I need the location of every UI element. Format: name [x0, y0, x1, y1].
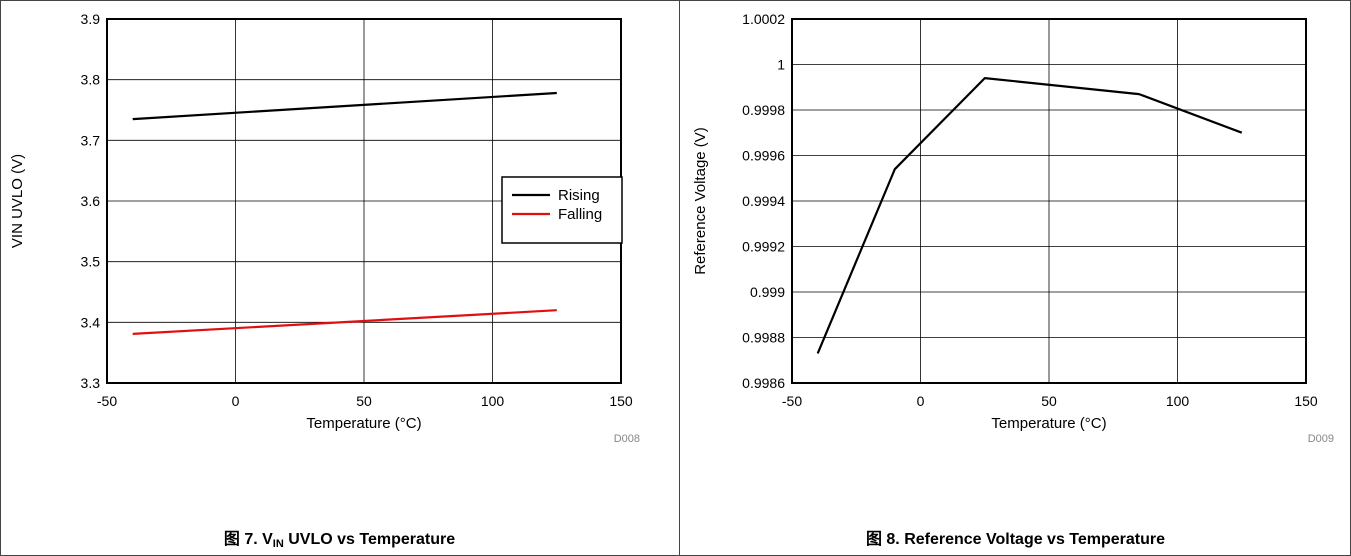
y-tick-label: 3.9 — [81, 11, 101, 27]
y-axis-label: Reference Voltage (V) — [692, 127, 709, 275]
x-tick-label: -50 — [782, 393, 802, 409]
y-axis-label: VIN UVLO (V) — [9, 154, 26, 248]
y-tick-label: 0.999 — [750, 284, 785, 300]
legend-box — [501, 176, 623, 244]
y-tick-label: 1.0002 — [742, 11, 785, 27]
legend-label: Falling — [558, 206, 602, 223]
y-tick-label: 0.9988 — [742, 330, 785, 346]
y-tick-label: 3.8 — [81, 72, 101, 88]
series-line-0 — [132, 91, 557, 121]
reference-voltage-chart: -50 0 50 100 150 0.9986 0.9988 0.999 0.9992 0.999… — [692, 11, 1334, 445]
caption-uvlo-suffix: UVLO vs Temperature — [283, 531, 456, 548]
y-tick-label: 3.7 — [81, 132, 101, 148]
caption-reference-text: 图 8. Reference Voltage vs Temperature — [865, 531, 1166, 548]
x-tick-label: 50 — [356, 393, 372, 409]
x-tick-label: 0 — [917, 393, 925, 409]
series-line-1 — [132, 309, 557, 335]
x-tick-label: 100 — [1166, 393, 1190, 409]
x-tick-label: 150 — [609, 393, 633, 409]
x-axis-label: Temperature (°C) — [991, 415, 1106, 432]
figure-code: D009 — [1308, 433, 1334, 445]
caption-uvlo-sub: IN — [272, 538, 284, 550]
x-tick-label: 100 — [481, 393, 505, 409]
series-line-0 — [816, 76, 1243, 354]
y-tick-label: 0.9994 — [742, 193, 785, 209]
x-tick-label: 150 — [1294, 393, 1318, 409]
y-tick-label: 0.9996 — [742, 148, 785, 164]
plot-frame — [791, 18, 1307, 384]
y-tick-label: 3.3 — [81, 375, 101, 391]
y-tick-label: 3.6 — [81, 193, 101, 209]
y-tick-label: 3.5 — [81, 254, 101, 270]
caption-uvlo-prefix: 图 7. V — [223, 531, 273, 548]
x-tick-label: 50 — [1041, 393, 1057, 409]
x-axis-label: Temperature (°C) — [306, 415, 421, 432]
y-tick-label: 1 — [777, 57, 785, 73]
y-tick-label: 0.9992 — [742, 239, 785, 255]
y-tick-label: 0.9998 — [742, 102, 785, 118]
figure-code: D008 — [614, 433, 640, 445]
caption-reference: 图 8. Reference Voltage vs Temperature — [680, 525, 1351, 549]
y-tick-label: 0.9986 — [742, 375, 785, 391]
x-tick-label: 0 — [232, 393, 240, 409]
y-tick-label: 3.4 — [81, 314, 101, 330]
x-tick-label: -50 — [97, 393, 117, 409]
uvlo-chart: -50 0 50 100 150 3.3 3.4 3.5 3.6 3.7 3.8 3.9 Tempera… — [9, 11, 640, 445]
legend-label: Rising — [558, 187, 600, 204]
caption-uvlo: 图 7. VIN UVLO vs Temperature — [0, 525, 679, 550]
